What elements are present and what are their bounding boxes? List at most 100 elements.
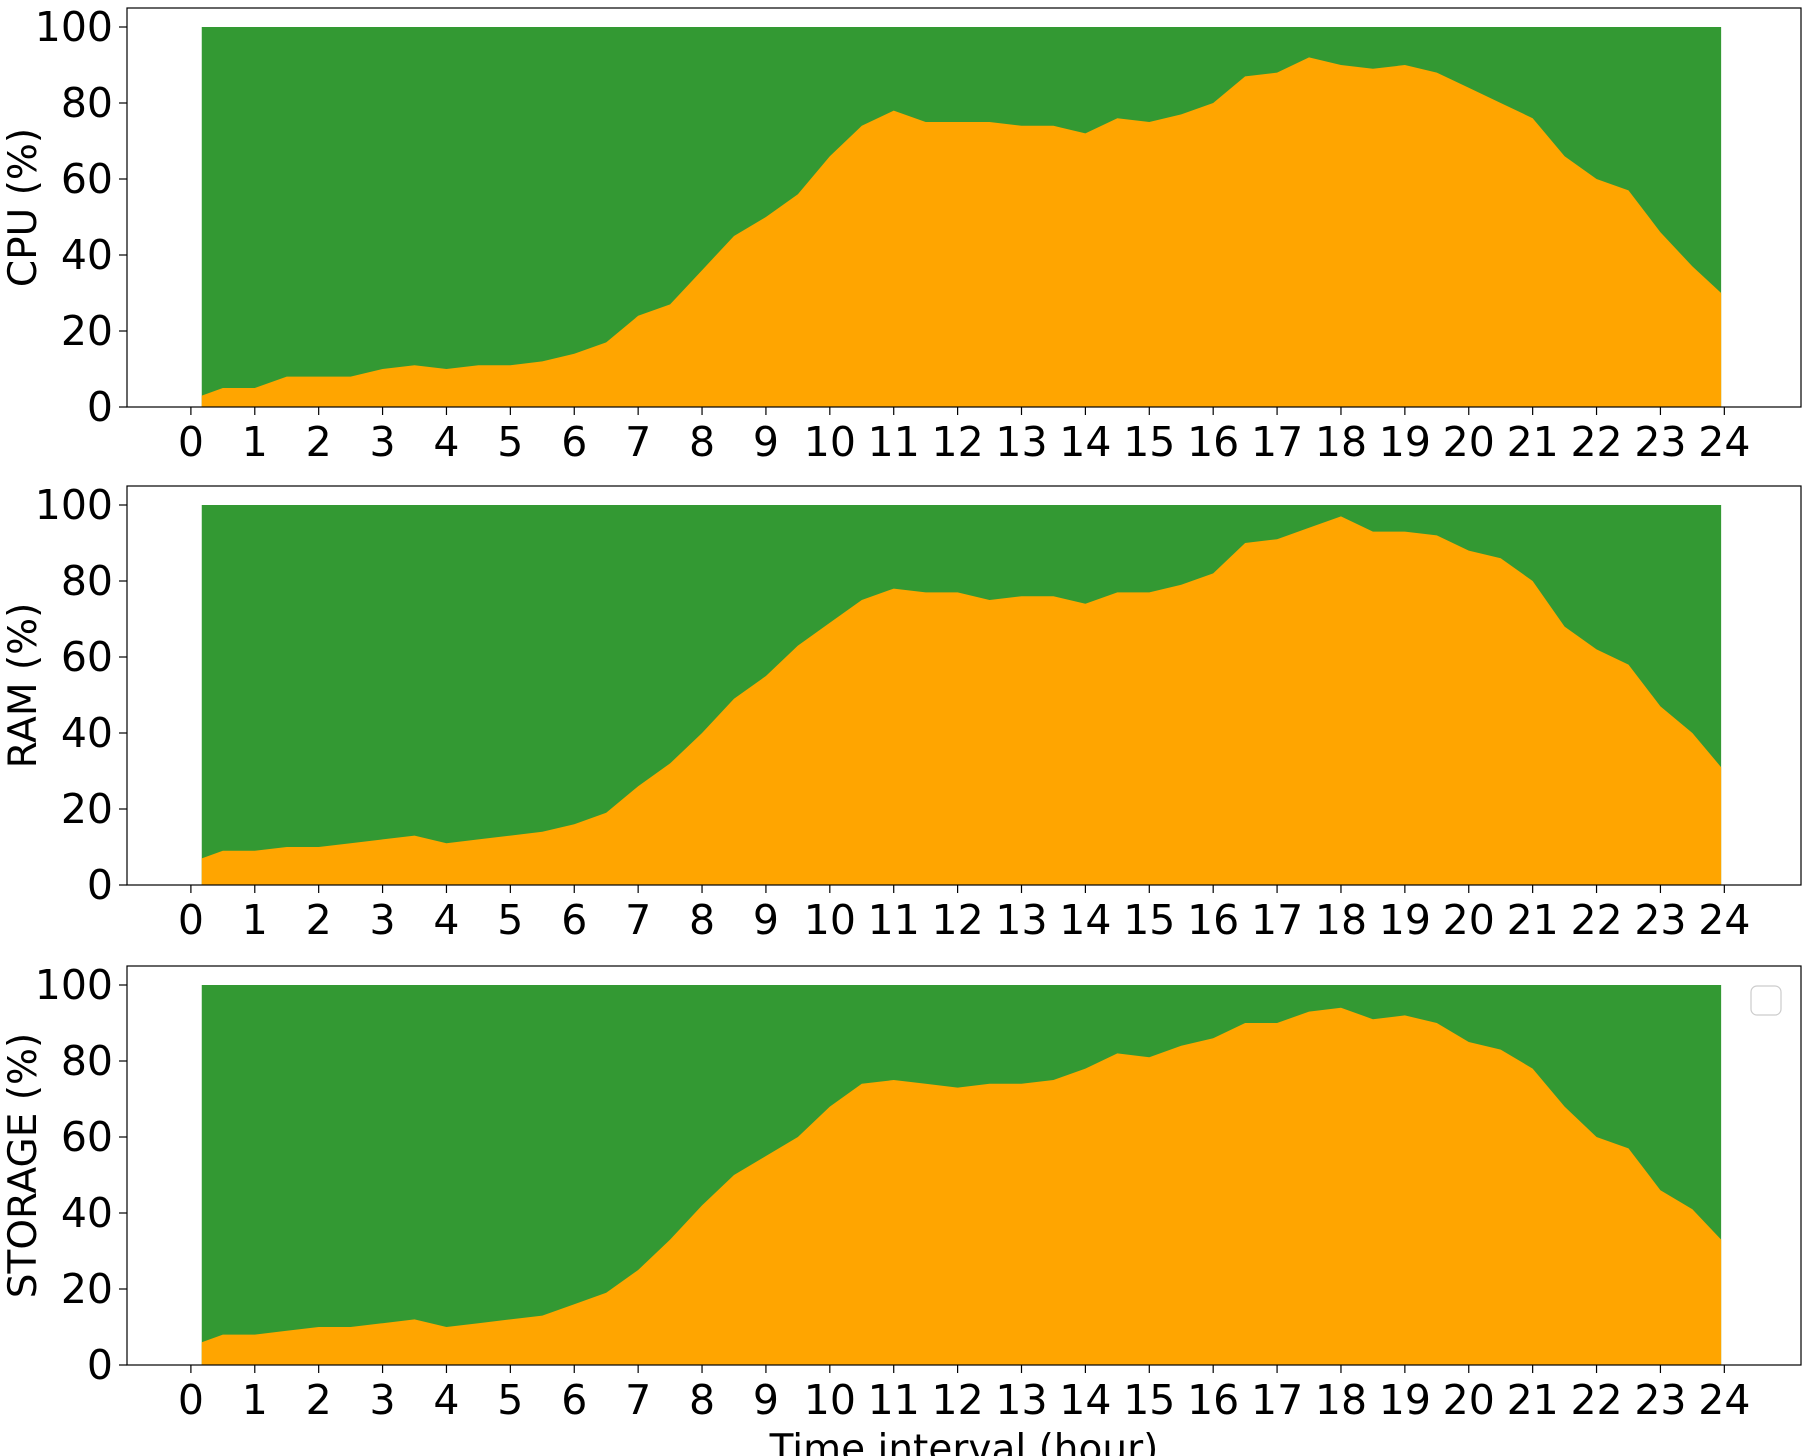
y-tick-label: 20	[61, 785, 113, 833]
x-tick-label: 16	[1187, 418, 1239, 466]
x-tick-label: 9	[753, 418, 779, 466]
x-tick-label: 24	[1698, 1376, 1750, 1424]
x-tick-label: 19	[1379, 1376, 1431, 1424]
x-tick-label: 17	[1251, 896, 1303, 944]
x-tick-label: 22	[1570, 1376, 1622, 1424]
x-tick-label: 12	[932, 896, 984, 944]
y-tick-label: 40	[61, 1189, 113, 1237]
x-tick-label: 18	[1315, 418, 1367, 466]
x-tick-label: 3	[370, 1376, 396, 1424]
x-tick-label: 4	[433, 896, 459, 944]
x-tick-label: 14	[1059, 418, 1111, 466]
x-tick-label: 18	[1315, 1376, 1367, 1424]
x-tick-label: 7	[625, 418, 651, 466]
y-tick-label: 40	[61, 709, 113, 757]
x-tick-label: 5	[497, 418, 523, 466]
x-tick-label: 22	[1570, 896, 1622, 944]
y-tick-label: 80	[61, 79, 113, 127]
x-tick-label: 21	[1507, 418, 1559, 466]
x-tick-label: 17	[1251, 1376, 1303, 1424]
y-tick-label: 20	[61, 307, 113, 355]
x-tick-label: 16	[1187, 896, 1239, 944]
x-tick-label: 7	[625, 1376, 651, 1424]
x-tick-label: 5	[497, 1376, 523, 1424]
area	[201, 516, 1722, 885]
x-tick-label: 20	[1443, 418, 1495, 466]
x-tick-label: 24	[1698, 896, 1750, 944]
area	[201, 1007, 1722, 1365]
x-tick-label: 23	[1634, 896, 1686, 944]
x-tick-label: 2	[306, 896, 332, 944]
x-tick-label: 13	[995, 1376, 1047, 1424]
y-tick-label: 60	[61, 155, 113, 203]
x-tick-label: 23	[1634, 418, 1686, 466]
x-tick-label: 11	[868, 1376, 920, 1424]
x-tick-label: 15	[1123, 896, 1175, 944]
x-tick-label: 1	[242, 418, 268, 466]
x-tick-label: 13	[995, 896, 1047, 944]
x-tick-label: 17	[1251, 418, 1303, 466]
x-tick-label: 9	[753, 1376, 779, 1424]
legend	[1750, 985, 1782, 1016]
x-tick-label: 3	[370, 896, 396, 944]
axes-frame	[126, 965, 1802, 1366]
y-tick-label: 0	[87, 861, 113, 909]
y-tick-label: 100	[35, 481, 113, 529]
y-tick-label: 60	[61, 633, 113, 681]
y-tick-label: 80	[61, 1037, 113, 1085]
x-tick-label: 21	[1507, 896, 1559, 944]
y-axis-label: RAM (%)	[1, 603, 46, 769]
x-tick-label: 10	[804, 418, 856, 466]
x-tick-label: 7	[625, 896, 651, 944]
x-tick-label: 6	[561, 896, 587, 944]
x-tick-label: 18	[1315, 896, 1367, 944]
x-tick-label: 9	[753, 896, 779, 944]
y-tick-label: 60	[61, 1113, 113, 1161]
x-tick-label: 13	[995, 418, 1047, 466]
axes-frame	[126, 7, 1802, 408]
x-tick-label: 2	[306, 1376, 332, 1424]
x-tick-label: 10	[804, 1376, 856, 1424]
x-tick-label: 11	[868, 418, 920, 466]
x-tick-label: 15	[1123, 1376, 1175, 1424]
x-tick-label: 19	[1379, 896, 1431, 944]
y-tick-label: 100	[35, 3, 113, 51]
x-tick-label: 1	[242, 896, 268, 944]
x-tick-label: 10	[804, 896, 856, 944]
x-tick-label: 16	[1187, 1376, 1239, 1424]
x-tick-label: 21	[1507, 1376, 1559, 1424]
x-tick-label: 11	[868, 896, 920, 944]
x-tick-label: 24	[1698, 418, 1750, 466]
x-tick-label: 3	[370, 418, 396, 466]
x-tick-label: 20	[1443, 896, 1495, 944]
x-tick-label: 4	[433, 1376, 459, 1424]
x-tick-label: 23	[1634, 1376, 1686, 1424]
y-tick-label: 100	[35, 961, 113, 1009]
x-tick-label: 14	[1059, 896, 1111, 944]
y-tick-label: 40	[61, 231, 113, 279]
axes-frame	[126, 485, 1802, 886]
x-tick-label: 12	[932, 1376, 984, 1424]
y-tick-label: 80	[61, 557, 113, 605]
y-tick-label: 0	[87, 383, 113, 431]
x-tick-label: 1	[242, 1376, 268, 1424]
x-tick-label: 8	[689, 896, 715, 944]
x-tick-label: 19	[1379, 418, 1431, 466]
x-tick-label: 2	[306, 418, 332, 466]
x-tick-label: 6	[561, 418, 587, 466]
x-axis-label: Time interval (hour)	[769, 1427, 1159, 1456]
y-tick-label: 20	[61, 1265, 113, 1313]
x-tick-label: 0	[178, 1376, 204, 1424]
x-tick-label: 0	[178, 418, 204, 466]
area	[201, 57, 1722, 408]
y-axis-label: STORAGE (%)	[1, 1033, 46, 1299]
x-tick-label: 22	[1570, 418, 1622, 466]
x-tick-label: 8	[689, 418, 715, 466]
x-tick-label: 4	[433, 418, 459, 466]
y-tick-label: 0	[87, 1341, 113, 1389]
x-tick-label: 14	[1059, 1376, 1111, 1424]
x-tick-label: 15	[1123, 418, 1175, 466]
x-tick-label: 6	[561, 1376, 587, 1424]
x-tick-label: 5	[497, 896, 523, 944]
